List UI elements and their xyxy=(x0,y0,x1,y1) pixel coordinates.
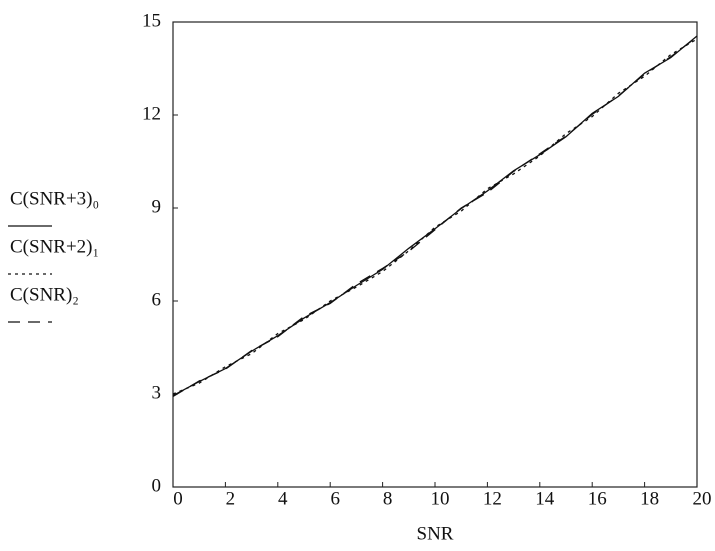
x-tick-label: 4 xyxy=(278,488,288,509)
x-tick-label: 16 xyxy=(588,488,607,509)
series-line xyxy=(172,36,698,398)
x-tick-label: 2 xyxy=(226,488,236,509)
series-line xyxy=(172,35,698,397)
y-tick-label: 12 xyxy=(142,103,161,124)
y-tick-label: 6 xyxy=(152,289,162,310)
x-tick-label: 18 xyxy=(640,488,659,509)
series-line xyxy=(172,38,698,395)
y-tick-label: 15 xyxy=(142,10,161,31)
x-tick-label: 8 xyxy=(383,488,393,509)
x-axis-label: SNR xyxy=(417,523,454,544)
legend-label: C(SNR)₂ xyxy=(10,284,79,305)
y-tick-label: 9 xyxy=(152,196,162,217)
x-tick-label: 10 xyxy=(431,488,450,509)
x-tick-label: 12 xyxy=(483,488,502,509)
y-tick-label: 3 xyxy=(152,382,162,403)
y-tick-label: 0 xyxy=(152,475,162,496)
plot-frame xyxy=(172,21,698,488)
x-tick-label: 20 xyxy=(693,488,712,509)
x-tick-label: 6 xyxy=(330,488,340,509)
legend-label: C(SNR+2)₁ xyxy=(10,236,99,257)
x-tick-label: 14 xyxy=(535,488,555,509)
legend-label: C(SNR+3)₀ xyxy=(10,188,99,209)
x-tick-label: 0 xyxy=(173,488,183,509)
